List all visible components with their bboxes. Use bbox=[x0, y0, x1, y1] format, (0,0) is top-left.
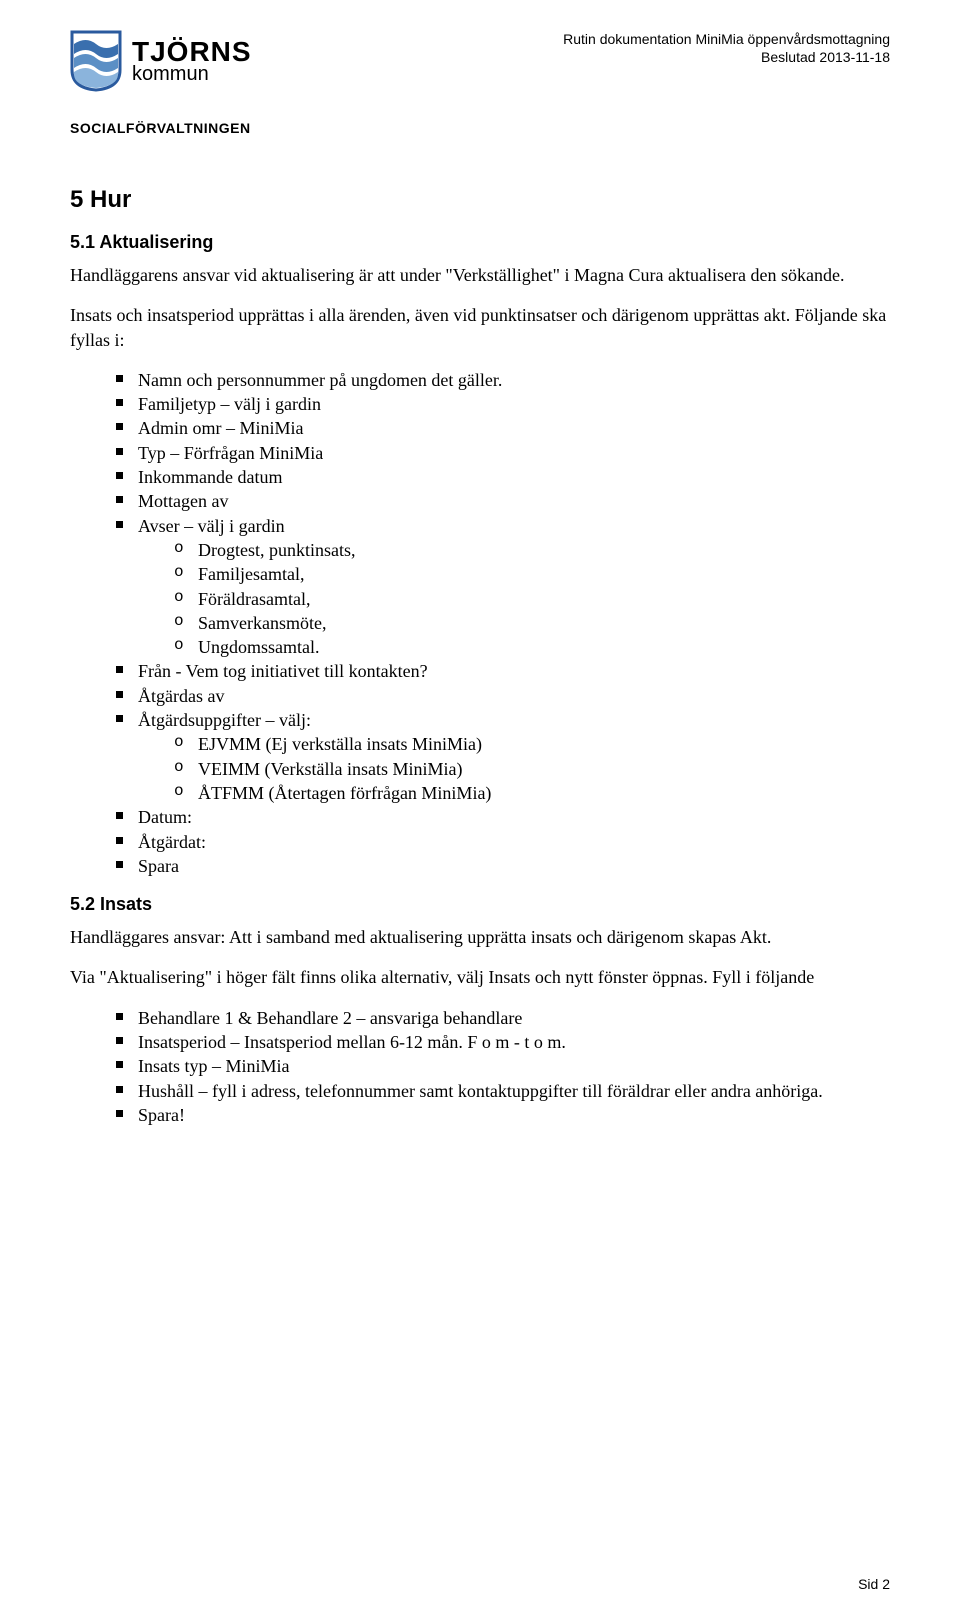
bullet-list: Behandlare 1 & Behandlare 2 – ansvariga … bbox=[116, 1006, 890, 1127]
brand-name: TJÖRNS bbox=[132, 38, 252, 66]
heading-5-2: 5.2 Insats bbox=[70, 894, 890, 915]
department: SOCIALFÖRVALTNINGEN bbox=[70, 120, 890, 136]
paragraph: Via "Aktualisering" i höger fält finns o… bbox=[70, 965, 890, 989]
list-item: Avser – välj i gardin Drogtest, punktins… bbox=[116, 514, 890, 660]
list-item: Åtgärdsuppgifter – välj: EJVMM (Ej verks… bbox=[116, 708, 890, 805]
list-item: Namn och personnummer på ungdomen det gä… bbox=[116, 368, 890, 392]
paragraph: Insats och insatsperiod upprättas i alla… bbox=[70, 303, 890, 352]
list-item-label: Åtgärdsuppgifter – välj: bbox=[138, 710, 311, 730]
list-item-label: Avser – välj i gardin bbox=[138, 516, 285, 536]
list-item: Familjetyp – välj i gardin bbox=[116, 392, 890, 416]
heading-5: 5 Hur bbox=[70, 186, 890, 214]
list-item: Åtgärdat: bbox=[116, 830, 890, 854]
list-item: Datum: bbox=[116, 805, 890, 829]
list-item: Spara! bbox=[116, 1103, 890, 1127]
list-item: Familjesamtal, bbox=[174, 562, 890, 586]
doc-title: Rutin dokumentation MiniMia öppenvårdsmo… bbox=[563, 30, 890, 48]
sub-list: EJVMM (Ej verkställa insats MiniMia) VEI… bbox=[174, 732, 890, 805]
heading-5-1: 5.1 Aktualisering bbox=[70, 232, 890, 253]
list-item: Ungdomssamtal. bbox=[174, 635, 890, 659]
decision-date: Beslutad 2013-11-18 bbox=[563, 48, 890, 66]
header-meta: Rutin dokumentation MiniMia öppenvårdsmo… bbox=[563, 30, 890, 66]
page-footer: Sid 2 bbox=[858, 1576, 890, 1592]
list-item: Mottagen av bbox=[116, 489, 890, 513]
list-item: Admin omr – MiniMia bbox=[116, 416, 890, 440]
logo-block: TJÖRNS kommun bbox=[70, 30, 252, 92]
paragraph: Handläggarens ansvar vid aktualisering ä… bbox=[70, 263, 890, 287]
list-item: Insats typ – MiniMia bbox=[116, 1054, 890, 1078]
list-item: Föräldrasamtal, bbox=[174, 587, 890, 611]
paragraph: Handläggares ansvar: Att i samband med a… bbox=[70, 925, 890, 949]
content: 5 Hur 5.1 Aktualisering Handläggarens an… bbox=[70, 186, 890, 1127]
logo-text: TJÖRNS kommun bbox=[132, 38, 252, 84]
list-item: ÅTFMM (Återtagen förfrågan MiniMia) bbox=[174, 781, 890, 805]
shield-icon bbox=[70, 30, 122, 92]
bullet-list: Namn och personnummer på ungdomen det gä… bbox=[116, 368, 890, 878]
list-item: Inkommande datum bbox=[116, 465, 890, 489]
list-item: Drogtest, punktinsats, bbox=[174, 538, 890, 562]
list-item: EJVMM (Ej verkställa insats MiniMia) bbox=[174, 732, 890, 756]
list-item: Insatsperiod – Insatsperiod mellan 6-12 … bbox=[116, 1030, 890, 1054]
list-item: Samverkansmöte, bbox=[174, 611, 890, 635]
list-item: Åtgärdas av bbox=[116, 684, 890, 708]
list-item: Behandlare 1 & Behandlare 2 – ansvariga … bbox=[116, 1006, 890, 1030]
list-item: VEIMM (Verkställa insats MiniMia) bbox=[174, 757, 890, 781]
list-item: Spara bbox=[116, 854, 890, 878]
list-item: Typ – Förfrågan MiniMia bbox=[116, 441, 890, 465]
page-header: TJÖRNS kommun Rutin dokumentation MiniMi… bbox=[70, 30, 890, 92]
list-item: Hushåll – fyll i adress, telefonnummer s… bbox=[116, 1079, 890, 1103]
brand-sub: kommun bbox=[132, 64, 252, 84]
list-item: Från - Vem tog initiativet till kontakte… bbox=[116, 659, 890, 683]
sub-list: Drogtest, punktinsats, Familjesamtal, Fö… bbox=[174, 538, 890, 659]
